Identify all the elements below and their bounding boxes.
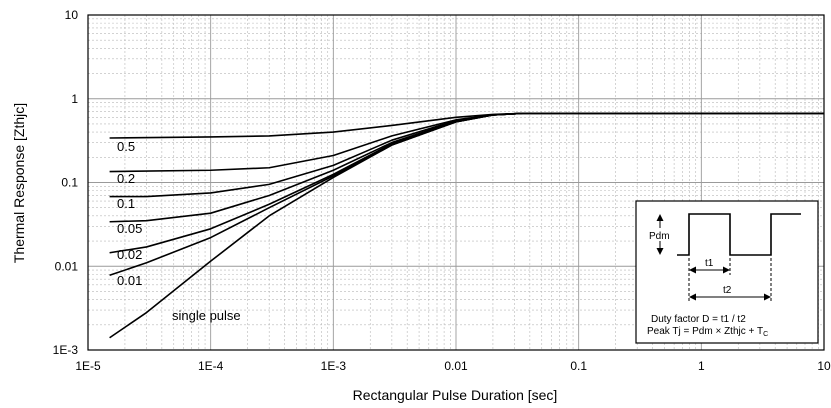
x-tick-label: 1E-4	[198, 359, 224, 373]
series-label-0.5: 0.5	[117, 139, 135, 154]
series-label-0.05: 0.05	[117, 221, 142, 236]
y-tick-label: 0.01	[55, 259, 79, 273]
series-label-0.02: 0.02	[117, 247, 142, 262]
plot-frame	[87, 14, 825, 351]
tick-labels: 1E-5 1E-4 1E-3 0.01 0.1 1 10 1E-3 0.01 0.1 1 10	[53, 8, 831, 373]
y-axis-label: Thermal Response [Zthjc]	[11, 103, 27, 263]
duty-cycle-inset: Pdm t1 t2 Duty factor D = t1 / t2 Peak T…	[635, 200, 819, 344]
pdm-label: Pdm	[649, 231, 670, 242]
pdm-arrowhead-down	[656, 248, 664, 255]
t2-label: t2	[723, 285, 732, 296]
x-tick-label: 0.1	[570, 359, 587, 373]
x-axis-label: Rectangular Pulse Duration [sec]	[353, 387, 558, 403]
series-label-0.1: 0.1	[117, 196, 135, 211]
pulse-waveform	[677, 213, 801, 256]
t1-arrowhead-left	[689, 266, 696, 274]
x-tick-label: 0.01	[444, 359, 468, 373]
series-labels: 0.5 0.2 0.1 0.05 0.02 0.01 single pulse	[117, 139, 241, 323]
duty-factor-formula: Duty factor D = t1 / t2	[651, 314, 746, 325]
peak-tj-formula: Peak Tj = Pdm × Zthjc + TC	[647, 326, 768, 338]
x-tick-label: 1	[698, 359, 705, 373]
series-label-0.01: 0.01	[117, 273, 142, 288]
series-line-0.1	[109, 112, 824, 198]
series-line-0.5	[109, 112, 824, 139]
y-tick-label: 1	[71, 92, 78, 106]
pdm-arrowhead-up	[656, 214, 664, 221]
t1-arrowhead-right	[723, 266, 730, 274]
inset-box	[635, 200, 819, 344]
t1-label: t1	[705, 258, 714, 269]
y-tick-label: 1E-3	[53, 343, 79, 357]
x-tick-label: 10	[817, 359, 831, 373]
series-line-single-pulse	[109, 112, 824, 339]
y-tick-label: 0.1	[61, 176, 78, 190]
peak-tj-formula-main: Peak Tj = Pdm × Zthjc + T	[647, 326, 763, 337]
x-tick-label: 1E-5	[75, 359, 101, 373]
series-label-0.2: 0.2	[117, 171, 135, 186]
series-layer	[109, 112, 824, 339]
t2-arrowhead-right	[764, 293, 771, 301]
series-label-single-pulse: single pulse	[172, 308, 241, 323]
y-tick-label: 10	[65, 8, 79, 22]
x-tick-label: 1E-3	[321, 359, 347, 373]
t2-arrowhead-left	[689, 293, 696, 301]
peak-tj-formula-subscript: C	[763, 331, 768, 338]
